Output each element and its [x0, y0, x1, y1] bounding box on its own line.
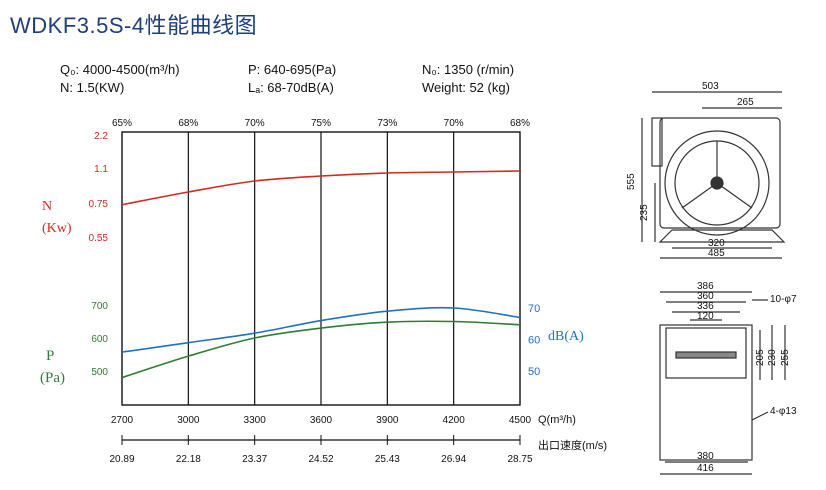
x-tick-label: 2700 [111, 415, 134, 426]
dim-503: 503 [702, 81, 719, 92]
efficiency-tick-label: 75% [311, 118, 331, 129]
noise-tick-label: 60 [528, 335, 540, 347]
spec-power: N: 1.5(KW) [60, 80, 125, 95]
velocity-tick-label: 26.94 [441, 454, 466, 465]
dim-380: 380 [697, 451, 714, 462]
dim-336: 336 [697, 301, 714, 312]
pressure-tick-label: 600 [91, 334, 108, 345]
efficiency-tick-label: 70% [444, 118, 464, 129]
pressure-axis-unit: (Pa) [40, 370, 65, 386]
x-tick-label: 4500 [509, 415, 532, 426]
dim-255: 255 [780, 349, 791, 366]
power-tick-label: 0.55 [89, 233, 109, 244]
power-axis-unit: (Kw) [42, 221, 72, 236]
dim-360: 360 [697, 291, 714, 302]
power-tick-label: 1.1 [94, 164, 108, 175]
efficiency-tick-label: 70% [245, 118, 265, 129]
dim-386: 386 [697, 281, 714, 292]
chart-title: WDKF3.5S-4性能曲线图 [10, 13, 258, 38]
dim-120: 120 [697, 311, 714, 322]
noise-tick-label: 50 [528, 366, 540, 378]
x-tick-label: 3000 [177, 415, 200, 426]
series-line-power [121, 170, 521, 206]
efficiency-tick-label: 73% [377, 118, 397, 129]
spec-pressure: P: 640-695(Pa) [248, 62, 337, 77]
fan-side-view [659, 291, 786, 475]
x-tick-label: 3300 [244, 415, 267, 426]
dim-230: 230 [767, 349, 778, 366]
series-line-noise [121, 306, 521, 353]
x-tick-label: 4200 [443, 415, 466, 426]
fan-front-view [641, 91, 786, 259]
efficiency-tick-label: 65% [112, 118, 132, 129]
pressure-tick-label: 700 [91, 301, 108, 312]
spec-speed: N₀: 1350 (r/min) [422, 62, 515, 77]
noise-tick-label: 70 [528, 303, 540, 315]
spec-weight: Weight: 52 (kg) [422, 80, 510, 95]
velocity-axis-label: 出口速度(m/s) [538, 438, 607, 452]
velocity-tick-label: 20.89 [109, 454, 134, 465]
series-line-pressure [121, 320, 521, 379]
velocity-tick-label: 25.43 [375, 454, 400, 465]
velocity-tick-label: 22.18 [176, 454, 201, 465]
dim-485: 485 [708, 248, 725, 259]
dim-265: 265 [737, 97, 754, 108]
x-tick-label: 3900 [376, 415, 399, 426]
pressure-tick-label: 500 [91, 367, 108, 378]
efficiency-tick-label: 68% [510, 118, 530, 129]
power-axis-label: N [42, 199, 52, 214]
velocity-tick-label: 23.37 [242, 454, 267, 465]
dim-205: 205 [755, 349, 766, 366]
spec-noise: Lₐ: 68-70dB(A) [248, 80, 334, 95]
dim-235: 235 [639, 204, 650, 221]
hole-note-4: 4-φ13 [770, 406, 797, 417]
velocity-tick-label: 28.75 [507, 454, 532, 465]
pressure-axis-label: P [46, 348, 54, 364]
x-tick-label: 3600 [310, 415, 333, 426]
x-axis-label: Q(m³/h) [538, 414, 576, 426]
efficiency-tick-label: 68% [178, 118, 198, 129]
spec-airflow: Q₀: 4000-4500(m³/h) [60, 62, 180, 77]
noise-axis-label: dB(A) [548, 329, 584, 344]
velocity-tick-label: 24.52 [308, 454, 333, 465]
hole-note-10: 10-φ7 [770, 294, 797, 305]
power-tick-label: 0.75 [89, 199, 109, 210]
dim-416: 416 [697, 463, 714, 474]
dim-555: 555 [626, 173, 637, 190]
power-tick-label: 2.2 [94, 131, 108, 142]
dim-320: 320 [708, 238, 725, 249]
